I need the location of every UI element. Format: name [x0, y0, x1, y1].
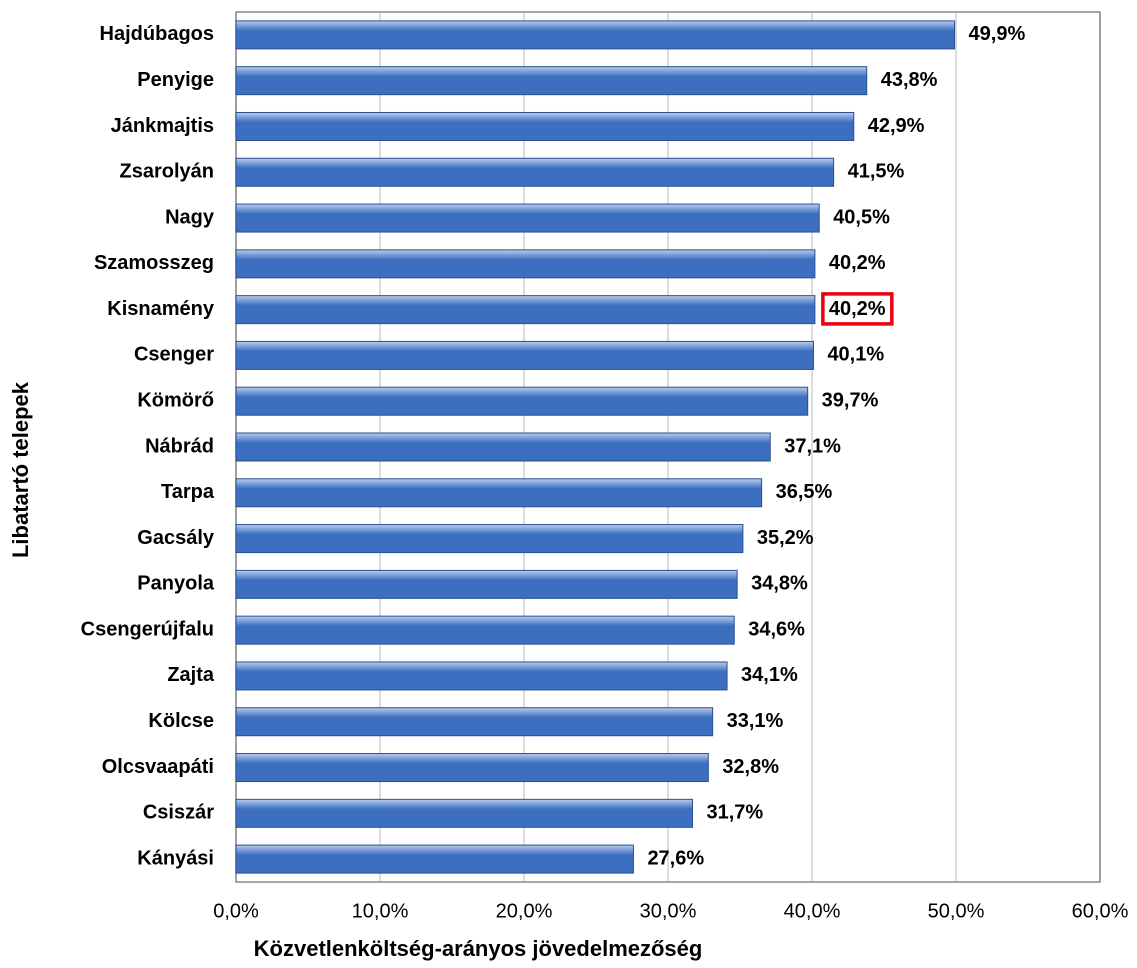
x-tick-label: 0,0% — [213, 900, 259, 922]
y-tick-label: Tarpa — [161, 481, 215, 503]
bar — [235, 203, 820, 233]
value-label: 33,1% — [727, 710, 784, 732]
value-label: 40,2% — [829, 252, 886, 274]
value-label: 43,8% — [881, 69, 938, 91]
value-label: 27,6% — [647, 847, 704, 869]
x-tick-label: 10,0% — [352, 900, 409, 922]
bar — [235, 66, 868, 96]
y-tick-label: Hajdúbagos — [100, 23, 214, 45]
value-label: 39,7% — [822, 389, 879, 411]
bar — [235, 295, 816, 325]
x-tick-label: 20,0% — [496, 900, 553, 922]
y-tick-label: Nagy — [165, 206, 215, 228]
y-axis-title: Libatartó telepek — [8, 381, 33, 558]
y-tick-label: Penyige — [137, 69, 214, 91]
y-tick-label: Nábrád — [145, 435, 214, 457]
value-label: 34,8% — [751, 573, 808, 595]
value-label: 42,9% — [868, 115, 925, 137]
bar — [235, 707, 714, 737]
y-tick-label: Zajta — [167, 664, 215, 686]
bar — [235, 615, 735, 645]
value-label: 40,2% — [829, 298, 886, 320]
value-label: 35,2% — [757, 527, 814, 549]
bar — [235, 753, 709, 783]
value-label: 31,7% — [706, 802, 763, 824]
x-tick-label: 50,0% — [928, 900, 985, 922]
y-tick-label: Zsarolyán — [120, 161, 214, 183]
bar — [235, 340, 814, 370]
bar — [235, 386, 809, 416]
bar — [235, 844, 634, 874]
highlight-box — [821, 292, 894, 326]
y-tick-label: Kisnamény — [107, 298, 215, 320]
value-label: 34,6% — [748, 618, 805, 640]
y-tick-label: Panyola — [137, 573, 215, 595]
y-tick-label: Csiszár — [143, 802, 214, 824]
value-label: 40,1% — [827, 344, 884, 366]
y-tick-label: Kömörő — [137, 389, 214, 411]
x-tick-label: 60,0% — [1072, 900, 1129, 922]
bar — [235, 524, 744, 554]
bar — [235, 432, 771, 462]
y-tick-label: Szamosszeg — [94, 252, 214, 274]
y-tick-label: Kölcse — [148, 710, 214, 732]
y-tick-label: Olcsvaapáti — [102, 756, 214, 778]
value-label: 41,5% — [848, 161, 905, 183]
bar — [235, 249, 816, 279]
bar — [235, 569, 738, 599]
x-axis-title: Közvetlenköltség-arányos jövedelmezőség — [254, 936, 703, 961]
value-label: 40,5% — [833, 206, 890, 228]
value-label: 49,9% — [969, 23, 1026, 45]
x-tick-label: 40,0% — [784, 900, 841, 922]
y-tick-label: Csengerújfalu — [81, 618, 214, 640]
bar — [235, 111, 855, 141]
y-tick-label: Jánkmajtis — [111, 115, 214, 137]
y-tick-label: Csenger — [134, 344, 214, 366]
value-label: 36,5% — [776, 481, 833, 503]
bar — [235, 157, 835, 187]
bar — [235, 478, 763, 508]
bar — [235, 798, 693, 828]
bar — [235, 661, 728, 691]
value-label: 37,1% — [784, 435, 841, 457]
value-label: 34,1% — [741, 664, 798, 686]
bar — [235, 20, 956, 50]
value-label: 32,8% — [722, 756, 779, 778]
y-tick-label: Gacsály — [137, 527, 215, 549]
x-tick-label: 30,0% — [640, 900, 697, 922]
y-tick-label: Kányási — [137, 847, 214, 869]
